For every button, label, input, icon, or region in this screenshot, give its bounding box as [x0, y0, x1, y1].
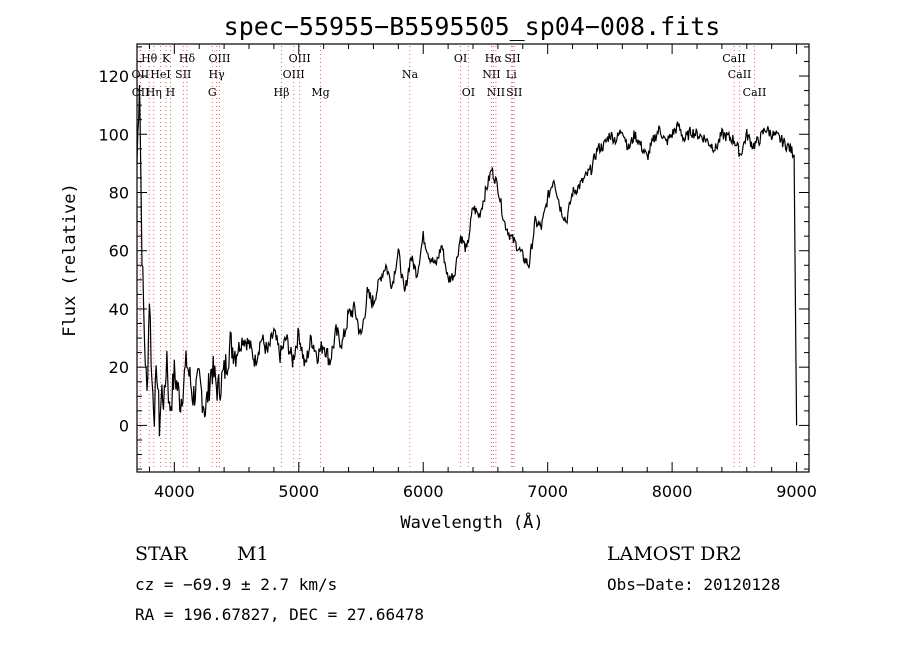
line-label: Hβ — [274, 86, 290, 99]
x-tick-label: 8000 — [652, 482, 693, 501]
object-subclass: M1 — [237, 543, 269, 565]
plot-frame — [136, 43, 810, 473]
x-tick-label: 7000 — [527, 482, 568, 501]
line-label: HeI — [150, 68, 170, 81]
line-label: SII — [175, 68, 191, 81]
line-label: Na — [402, 68, 419, 81]
x-tick-label: 9000 — [776, 482, 817, 501]
line-label: OIII — [289, 52, 311, 65]
line-label: Hθ — [141, 52, 158, 65]
x-axis: 4000 5000 6000 7000 8000 9000 — [148, 44, 817, 501]
line-label: K — [162, 52, 171, 65]
y-tick-label: 80 — [109, 183, 129, 202]
line-label: OIII — [208, 52, 230, 65]
line-label: Mg — [311, 86, 329, 99]
line-label: OI — [462, 86, 475, 99]
line-label: Hδ — [179, 52, 196, 65]
y-tick-label: 20 — [109, 358, 129, 377]
spectrum-series — [136, 84, 798, 437]
line-label: Hη — [146, 86, 162, 99]
y-tick-label: 120 — [98, 67, 129, 86]
line-label: NII — [487, 86, 505, 99]
line-label: OII — [132, 86, 150, 99]
line-label: SII — [504, 52, 520, 65]
y-tick-label: 40 — [109, 300, 129, 319]
velocity: cz = −69.9 ± 2.7 km/s — [135, 575, 337, 594]
obs-date: Obs−Date: 20120128 — [607, 575, 780, 594]
line-label: Hα — [485, 52, 503, 65]
x-tick-label: 5000 — [278, 482, 319, 501]
y-axis-label: Flux (relative) — [60, 183, 80, 337]
x-tick-label: 6000 — [403, 482, 444, 501]
line-label: SII — [506, 86, 522, 99]
line-label: OI — [454, 52, 467, 65]
x-axis-label: Wavelength (Å) — [400, 511, 543, 533]
line-label: Li — [506, 68, 517, 81]
line-label: Hγ — [209, 68, 226, 81]
y-tick-label: 100 — [98, 125, 129, 144]
y-axis: 0 20 40 60 80 100 120 — [98, 46, 809, 470]
y-tick-label: 60 — [109, 242, 129, 261]
y-tick-label: 0 — [119, 416, 129, 435]
survey-name: LAMOST DR2 — [607, 543, 742, 565]
line-label: OIII — [283, 68, 305, 81]
x-tick-label: 4000 — [154, 482, 195, 501]
line-label: H — [166, 86, 176, 99]
line-label: CaII — [722, 52, 746, 65]
line-label: CaII — [743, 86, 767, 99]
line-label: G — [208, 86, 217, 99]
object-class: STAR — [135, 543, 188, 565]
chart-title: spec−55955−B5595505_sp04−008.fits — [224, 12, 721, 41]
line-markers — [139, 46, 755, 470]
line-label: OII — [132, 68, 150, 81]
coordinates: RA = 196.67827, DEC = 27.66478 — [135, 605, 424, 624]
line-label: CaII — [728, 68, 752, 81]
line-label: NII — [482, 68, 500, 81]
